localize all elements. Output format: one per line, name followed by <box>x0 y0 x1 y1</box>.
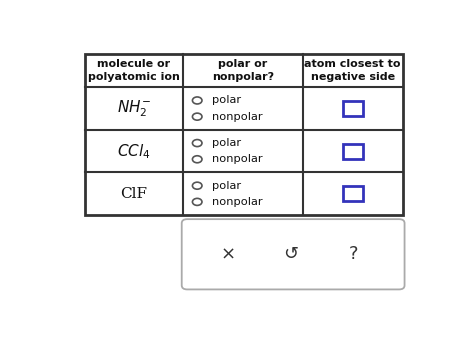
Circle shape <box>192 113 202 120</box>
Bar <box>85 54 403 215</box>
FancyBboxPatch shape <box>182 219 405 290</box>
Circle shape <box>192 198 202 205</box>
Text: molecule or
polyatomic ion: molecule or polyatomic ion <box>88 59 180 82</box>
Circle shape <box>192 140 202 147</box>
Text: $NH_{2}^{−}$: $NH_{2}^{−}$ <box>117 98 151 119</box>
Text: polar: polar <box>211 181 241 191</box>
Text: nonpolar: nonpolar <box>211 154 262 164</box>
Circle shape <box>192 156 202 163</box>
Text: polar or
nonpolar?: polar or nonpolar? <box>212 59 274 82</box>
Text: ×: × <box>221 245 236 263</box>
Text: ↺: ↺ <box>283 245 298 263</box>
Circle shape <box>192 97 202 104</box>
Text: ?: ? <box>348 245 358 263</box>
Text: polar: polar <box>211 95 241 105</box>
Text: $CCl_{4}$: $CCl_{4}$ <box>117 142 151 160</box>
Bar <box>343 101 363 116</box>
Text: nonpolar: nonpolar <box>211 112 262 122</box>
Text: nonpolar: nonpolar <box>211 197 262 207</box>
Circle shape <box>192 182 202 189</box>
Text: ClF: ClF <box>120 187 147 201</box>
Bar <box>343 144 363 159</box>
Bar <box>343 186 363 201</box>
Text: polar: polar <box>211 138 241 148</box>
Text: atom closest to
negative side: atom closest to negative side <box>304 59 401 82</box>
